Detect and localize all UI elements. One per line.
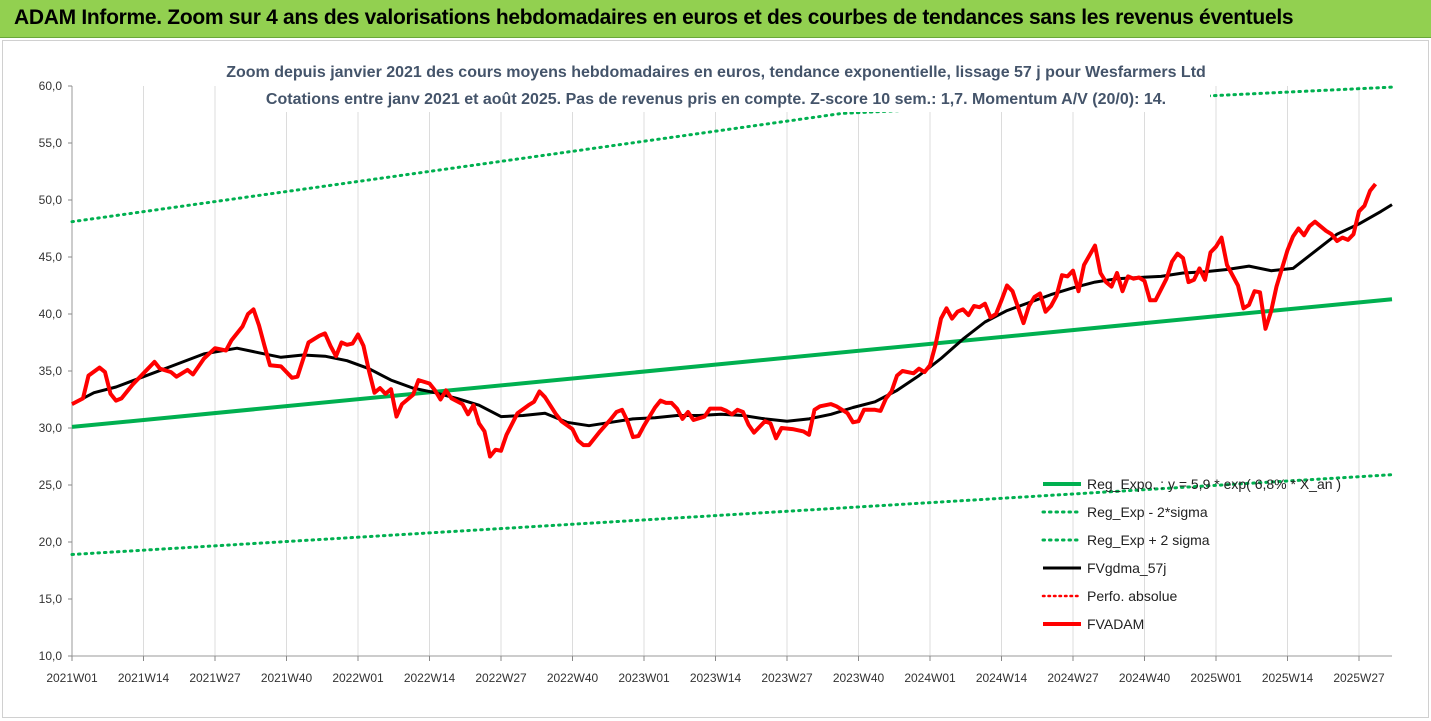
y-tick-label: 60,0 xyxy=(39,79,63,93)
y-tick-label: 20,0 xyxy=(39,535,63,549)
x-tick-label: 2025W27 xyxy=(1333,671,1385,685)
chart-subtitle: Cotations entre janv 2021 et août 2025. … xyxy=(266,91,1166,108)
y-tick-label: 25,0 xyxy=(39,478,63,492)
chart-title: Zoom depuis janvier 2021 des cours moyen… xyxy=(226,64,1206,81)
series-line-reg-expo-y-5-9-exp-6-8-x-an xyxy=(71,297,1393,429)
x-tick-label: 2024W01 xyxy=(904,671,956,685)
y-tick-label: 50,0 xyxy=(39,193,63,207)
y-tick-label: 40,0 xyxy=(39,307,63,321)
report-title: ADAM Informe. Zoom sur 4 ans des valoris… xyxy=(14,6,1294,29)
x-tick-label: 2022W27 xyxy=(475,671,527,685)
x-tick-label: 2024W27 xyxy=(1047,671,1099,685)
legend: Reg_Expo. : y = 5,9 * exp( 6,8% * X_an )… xyxy=(1041,476,1341,632)
x-tick-label: 2021W14 xyxy=(118,671,170,685)
y-tick-label: 15,0 xyxy=(39,592,63,606)
series-line-reg-exp-2-sigma xyxy=(70,473,1394,556)
x-tick-label: 2022W14 xyxy=(404,671,456,685)
x-tick-label: 2024W14 xyxy=(976,671,1028,685)
legend-label: Perfo. absolue xyxy=(1087,588,1177,604)
x-axis: 2021W01 2021W14 2021W27 2021W40 2022W01 2022W… xyxy=(46,656,1385,685)
x-tick-label: 2024W40 xyxy=(1119,671,1171,685)
y-tick-label: 35,0 xyxy=(39,364,63,378)
legend-label: Reg_Exp - 2*sigma xyxy=(1087,504,1208,520)
report-banner: ADAM Informe. Zoom sur 4 ans des valoris… xyxy=(0,0,1431,38)
y-tick-label: 10,0 xyxy=(39,649,63,663)
title-background xyxy=(222,58,1210,112)
x-tick-label: 2022W40 xyxy=(547,671,599,685)
legend-label: FVgdma_57j xyxy=(1087,560,1166,576)
legend-label: FVADAM xyxy=(1087,616,1144,632)
grid-lines xyxy=(71,86,1392,657)
x-tick-label: 2022W01 xyxy=(332,671,384,685)
legend-label: Reg_Expo. : y = 5,9 * exp( 6,8% * X_an ) xyxy=(1087,476,1341,492)
chart-frame xyxy=(2,40,1429,718)
y-tick-label: 55,0 xyxy=(39,136,63,150)
x-tick-label: 2023W14 xyxy=(690,671,742,685)
x-tick-label: 2021W27 xyxy=(189,671,241,685)
x-tick-label: 2025W01 xyxy=(1190,671,1242,685)
legend-label: Reg_Exp + 2 sigma xyxy=(1087,532,1210,548)
x-tick-label: 2021W40 xyxy=(261,671,313,685)
y-tick-label: 30,0 xyxy=(39,421,63,435)
series-line-fvgdma-57j xyxy=(71,203,1393,428)
x-tick-label: 2023W27 xyxy=(761,671,813,685)
x-tick-label: 2023W40 xyxy=(833,671,885,685)
x-tick-label: 2021W01 xyxy=(46,671,98,685)
x-tick-label: 2025W14 xyxy=(1262,671,1314,685)
y-axis: 10,0 15,0 20,0 25,0 30,0 35,0 40,0 45,0 50,0 55,0… xyxy=(39,79,72,663)
y-tick-label: 45,0 xyxy=(39,250,63,264)
x-tick-label: 2023W01 xyxy=(618,671,670,685)
series-line-fvadam xyxy=(71,182,1378,459)
